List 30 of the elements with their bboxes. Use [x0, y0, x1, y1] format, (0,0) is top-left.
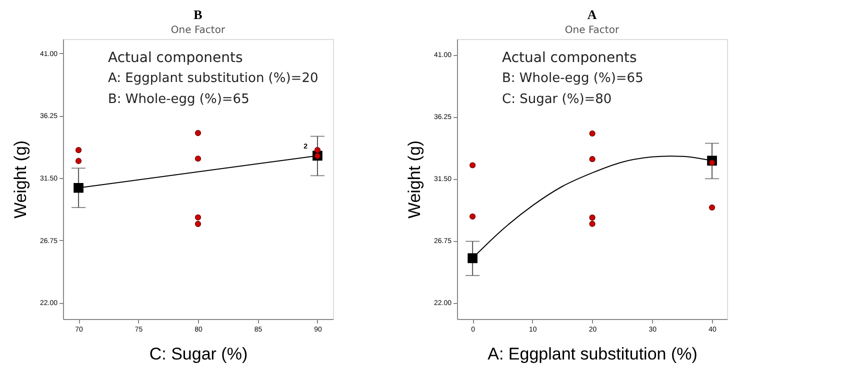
annotation: B: Whole-egg (%)=65 [502, 71, 644, 86]
point [75, 158, 82, 164]
point [470, 162, 476, 168]
point [589, 156, 596, 162]
x-axis-title: A: Eggplant substitution (%) [488, 344, 698, 364]
annotation: B: Whole-egg (%)=65 [108, 92, 250, 107]
annotation: Actual components [108, 50, 243, 66]
chart-subtitle: One Factor [564, 25, 620, 36]
chart-title: A [587, 7, 598, 22]
point [589, 214, 596, 221]
point [194, 156, 202, 162]
x-axis-title: C: Sugar (%) [149, 344, 248, 364]
point [470, 213, 476, 220]
point [194, 130, 202, 136]
point [75, 147, 82, 154]
annotation: A: Eggplant substitution (%)=20 [108, 71, 318, 86]
annotation: C: Sugar (%)=80 [502, 92, 612, 107]
point [468, 253, 478, 264]
y-axis-title: Weight (g) [10, 140, 30, 219]
point [314, 147, 321, 154]
point [589, 130, 596, 137]
point [708, 204, 716, 211]
annotation: Actual components [502, 50, 637, 66]
chart-subtitle: One Factor [170, 25, 226, 36]
y-axis-title: Weight (g) [404, 140, 424, 219]
point [194, 220, 202, 227]
point [589, 220, 596, 227]
point [74, 182, 84, 193]
chart-title: B [194, 7, 203, 22]
point [194, 214, 202, 220]
